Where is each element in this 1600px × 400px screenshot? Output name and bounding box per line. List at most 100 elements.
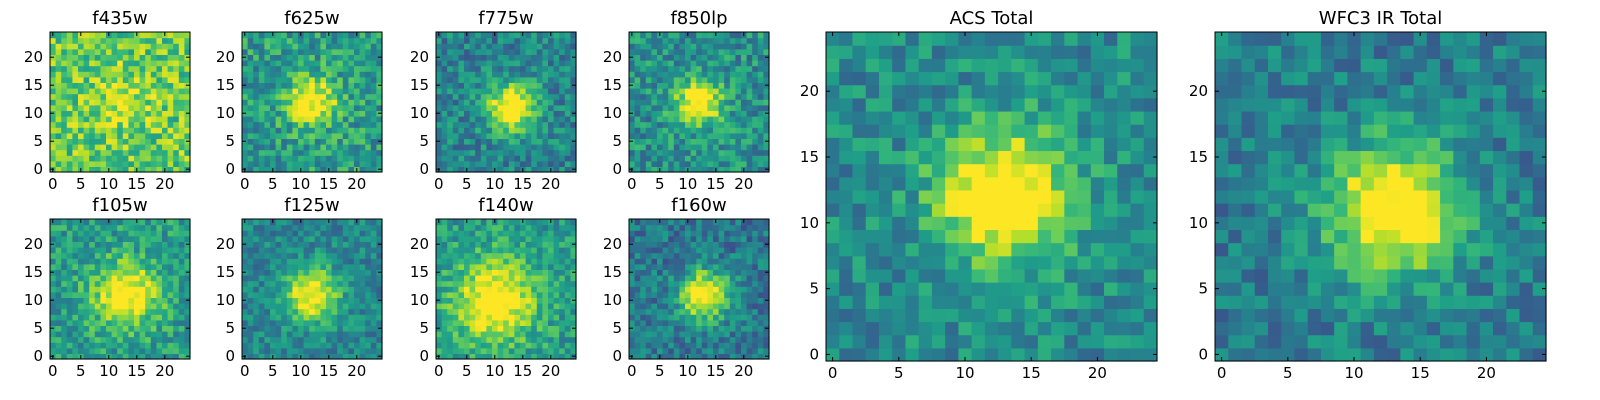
heatmap-cell <box>701 275 708 282</box>
heatmap-cell <box>480 32 487 39</box>
heatmap-cell <box>447 263 454 270</box>
heatmap-cell <box>122 65 129 72</box>
heatmap-cell <box>668 149 675 156</box>
heatmap-cell <box>117 258 124 265</box>
heatmap-cell <box>139 325 146 332</box>
heatmap-cell <box>122 247 129 254</box>
heatmap-cell <box>178 127 185 134</box>
heatmap-cell <box>298 99 305 106</box>
heatmap-cell <box>61 32 68 39</box>
heatmap-cell <box>458 93 465 100</box>
heatmap-cell <box>337 280 344 287</box>
heatmap-cell <box>370 60 377 67</box>
heatmap-cell <box>354 235 361 242</box>
heatmap-cell <box>729 127 736 134</box>
heatmap-cell <box>275 252 282 259</box>
heatmap-cell <box>61 303 68 310</box>
heatmap-cell <box>365 48 372 55</box>
heatmap-cell <box>553 37 560 44</box>
heatmap-cell <box>61 280 68 287</box>
heatmap-cell <box>303 347 310 354</box>
heatmap-cell <box>492 247 499 254</box>
heatmap-cell <box>662 54 669 61</box>
heatmap-cell <box>707 160 714 167</box>
heatmap-cell <box>536 88 543 95</box>
heatmap-cell <box>514 32 521 39</box>
heatmap-cell <box>337 54 344 61</box>
heatmap-cell <box>66 93 73 100</box>
heatmap-cell <box>729 121 736 128</box>
heatmap-cell <box>342 127 349 134</box>
heatmap-cell <box>314 275 321 282</box>
heatmap-cell <box>303 291 310 298</box>
heatmap-cell <box>61 319 68 326</box>
heatmap-cell <box>139 138 146 145</box>
heatmap-cell <box>559 37 566 44</box>
heatmap-cell <box>436 247 443 254</box>
heatmap-cell <box>348 325 355 332</box>
heatmap-cell <box>348 32 355 39</box>
heatmap-cell <box>320 48 327 55</box>
heatmap-cell <box>436 71 443 78</box>
y-tick-label: 10 <box>603 104 622 122</box>
heatmap-cell <box>447 258 454 265</box>
heatmap-cell <box>184 342 191 349</box>
heatmap-cell <box>359 48 366 55</box>
heatmap-cell <box>673 280 680 287</box>
heatmap-cell <box>376 303 383 310</box>
heatmap-cell <box>634 347 641 354</box>
heatmap-cell <box>634 99 641 106</box>
heatmap-cell <box>559 60 566 67</box>
heatmap-cell <box>348 71 355 78</box>
heatmap-cell <box>447 121 454 128</box>
heatmap-cell <box>690 127 697 134</box>
heatmap-cell <box>436 48 443 55</box>
heatmap-cell <box>531 138 538 145</box>
heatmap-cell <box>531 331 538 338</box>
y-tick-label: 0 <box>419 160 429 178</box>
heatmap-cell <box>536 263 543 270</box>
heatmap-cell <box>486 116 493 123</box>
heatmap-cell <box>441 308 448 315</box>
heatmap-cell <box>94 275 101 282</box>
heatmap-cell <box>752 166 759 173</box>
heatmap-cell <box>247 54 254 61</box>
heatmap-cell <box>72 291 79 298</box>
heatmap-cell <box>309 93 316 100</box>
heatmap-cell <box>536 82 543 89</box>
heatmap-cell <box>497 247 504 254</box>
heatmap-cell <box>253 263 260 270</box>
heatmap-cell <box>668 342 675 349</box>
heatmap-cell <box>247 132 254 139</box>
heatmap-cell <box>167 230 174 237</box>
heatmap-cell <box>162 258 169 265</box>
heatmap-cell <box>331 43 338 50</box>
heatmap-cell <box>78 127 85 134</box>
heatmap-cell <box>629 43 636 50</box>
heatmap-cell <box>298 65 305 72</box>
heatmap-cell <box>326 297 333 304</box>
heatmap-cell <box>61 65 68 72</box>
heatmap-cell <box>264 258 271 265</box>
heatmap-cell <box>480 144 487 151</box>
heatmap-cell <box>89 155 96 162</box>
heatmap-cell <box>475 43 482 50</box>
heatmap-cell <box>106 297 113 304</box>
heatmap-cell <box>447 166 454 173</box>
heatmap-cell <box>326 291 333 298</box>
heatmap-cell <box>292 219 299 226</box>
heatmap-cell <box>292 149 299 156</box>
heatmap-cell <box>640 280 647 287</box>
heatmap-cell <box>629 132 636 139</box>
heatmap-cell <box>441 82 448 89</box>
heatmap-cell <box>553 241 560 248</box>
heatmap-cell <box>370 297 377 304</box>
heatmap-cell <box>673 60 680 67</box>
heatmap-cell <box>326 110 333 117</box>
heatmap-cell <box>525 303 532 310</box>
heatmap-cell <box>162 99 169 106</box>
heatmap-cell <box>111 32 118 39</box>
heatmap-cell <box>66 331 73 338</box>
heatmap-cell <box>61 110 68 117</box>
heatmap-cell <box>685 319 692 326</box>
